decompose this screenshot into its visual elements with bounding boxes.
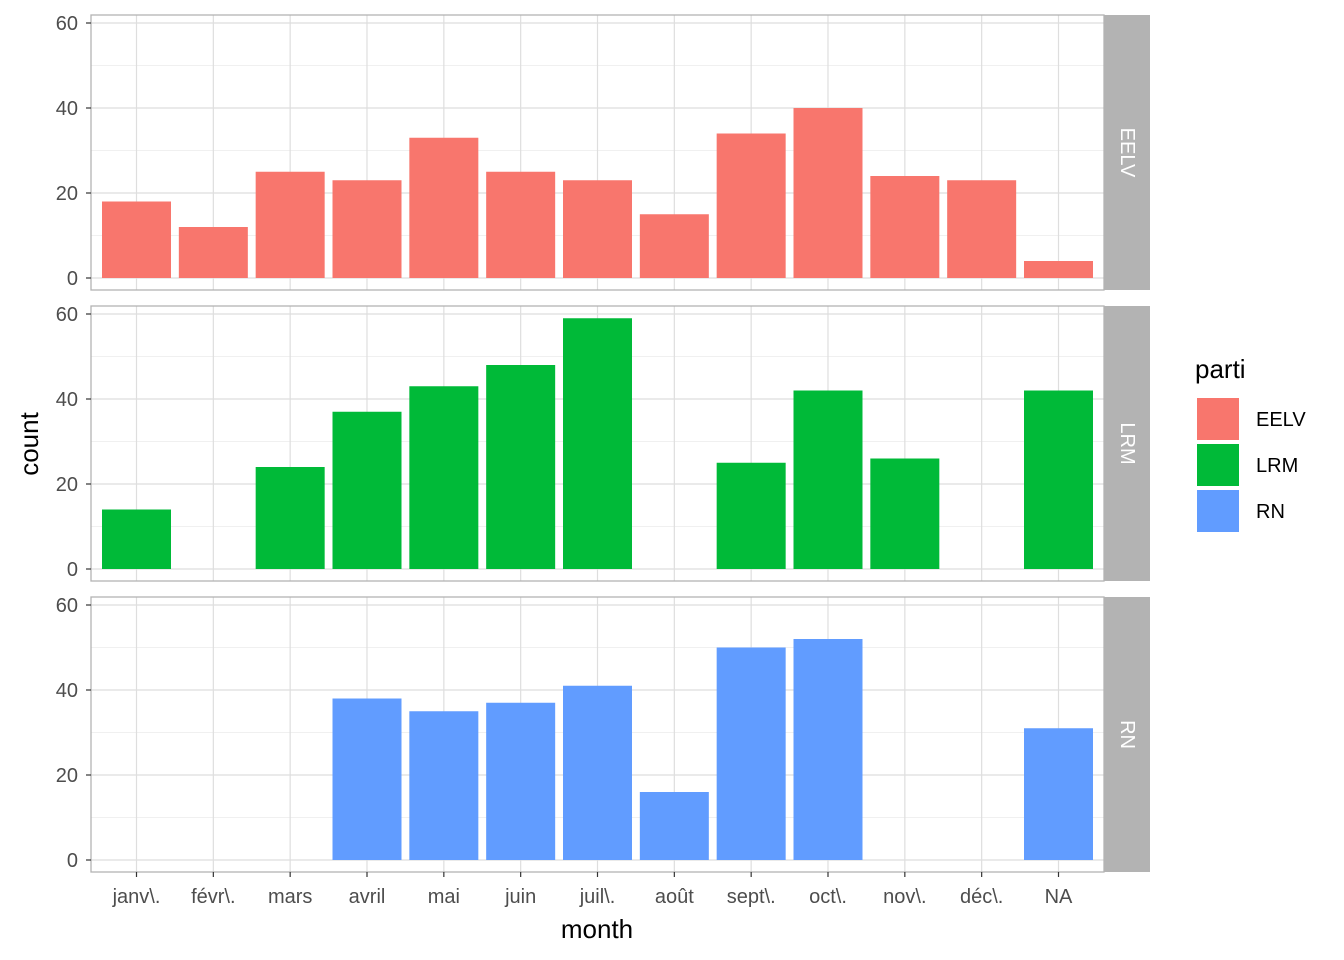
bar-rn-8 [716, 647, 786, 860]
x-tick-label: août [655, 886, 694, 908]
legend-label: LRM [1256, 455, 1298, 477]
bar-lrm-2 [255, 467, 325, 569]
bar-eelv-6 [563, 180, 632, 278]
bar-rn-3 [332, 698, 402, 860]
legend: parti EELV LRM RN [1195, 354, 1306, 532]
y-tick-label: 20 [56, 183, 78, 205]
facet-panels: 0 20 40 60 EELV 0 20 40 60 LRM 0 20 40 60 RN [56, 13, 1150, 873]
x-tick-label: juin [504, 886, 536, 908]
y-tick-label: 60 [56, 13, 78, 35]
legend-label: RN [1256, 501, 1285, 523]
x-tick-label: juil\. [579, 886, 616, 908]
bar-eelv-10 [870, 176, 940, 278]
y-tick-label: 0 [67, 850, 78, 872]
bar-rn-12 [1024, 728, 1093, 860]
bar-eelv-7 [639, 214, 709, 278]
bar-lrm-9 [793, 390, 863, 569]
bar-eelv-12 [1024, 261, 1093, 278]
x-tick-label: oct\. [809, 886, 847, 908]
legend-key-lrm [1197, 444, 1239, 486]
bar-eelv-2 [255, 171, 325, 278]
y-axis-title: count [14, 411, 44, 475]
y-tick-label: 20 [56, 765, 78, 787]
bar-lrm-10 [870, 458, 940, 569]
bar-lrm-3 [332, 411, 402, 569]
bar-eelv-0 [102, 201, 171, 278]
x-axis: janv\. févr\. mars avril mai juin juil\. août se… [112, 872, 1073, 908]
facet-panel-eelv: 0 20 40 60 EELV [56, 13, 1150, 291]
facet-strip [1104, 597, 1150, 872]
x-tick-label: nov\. [883, 886, 926, 908]
bar-eelv-5 [486, 171, 556, 278]
legend-key-eelv [1197, 398, 1239, 440]
bar-eelv-4 [409, 137, 479, 278]
legend-title: parti [1195, 354, 1246, 384]
y-tick-label: 60 [56, 595, 78, 617]
bar-lrm-6 [563, 318, 632, 569]
bar-rn-5 [486, 702, 556, 860]
facet-strip-label: RN [1116, 720, 1138, 749]
bar-rn-4 [409, 711, 479, 860]
x-axis-title: month [561, 914, 633, 944]
y-tick-label: 20 [56, 474, 78, 496]
bar-lrm-4 [409, 386, 479, 569]
x-tick-label: déc\. [960, 886, 1003, 908]
legend-key-rn [1197, 490, 1239, 532]
bar-eelv-8 [716, 133, 786, 278]
bar-lrm-0 [102, 509, 171, 569]
x-tick-label: avril [349, 886, 386, 908]
bar-lrm-5 [486, 365, 556, 569]
bar-lrm-8 [716, 462, 786, 569]
bar-rn-9 [793, 639, 863, 860]
bar-eelv-9 [793, 108, 863, 278]
bar-rn-7 [639, 792, 709, 860]
bar-eelv-1 [178, 227, 248, 278]
facet-strip [1104, 306, 1150, 581]
bar-rn-6 [563, 685, 632, 860]
y-tick-label: 0 [67, 559, 78, 581]
y-tick-label: 40 [56, 98, 78, 120]
x-tick-label: févr\. [191, 886, 235, 908]
x-tick-label: mars [268, 886, 312, 908]
facet-strip-label: EELV [1116, 128, 1138, 178]
y-tick-label: 40 [56, 680, 78, 702]
x-tick-label: sept\. [727, 886, 776, 908]
y-tick-label: 60 [56, 304, 78, 326]
bar-lrm-12 [1024, 390, 1093, 569]
facet-strip [1104, 15, 1150, 290]
facet-panel-lrm: 0 20 40 60 LRM [56, 304, 1150, 582]
bar-eelv-11 [947, 180, 1017, 278]
facet-strip-label: LRM [1116, 422, 1138, 464]
y-tick-label: 40 [56, 389, 78, 411]
x-tick-label: NA [1045, 886, 1073, 908]
bar-eelv-3 [332, 180, 402, 278]
legend-label: EELV [1256, 409, 1306, 431]
facet-panel-rn: 0 20 40 60 RN [56, 595, 1150, 873]
x-tick-label: janv\. [112, 886, 161, 908]
y-tick-label: 0 [67, 268, 78, 290]
x-tick-label: mai [428, 886, 460, 908]
